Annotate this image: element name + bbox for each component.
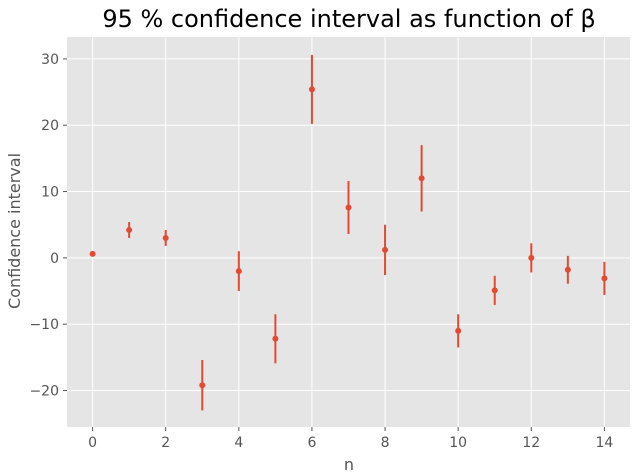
x-axis-label: n [344,455,354,474]
data-point [382,246,389,253]
data-point [272,335,279,342]
data-point [235,268,242,275]
y-tick-label: 30 [41,52,59,68]
data-point [162,234,169,241]
data-point [199,382,206,389]
data-point [564,266,571,273]
data-point [308,86,315,93]
data-point [89,250,96,257]
y-tick-label: −10 [29,317,59,333]
data-point [126,227,133,234]
y-axis-label: Confidence interval [5,153,24,309]
x-tick-label: 8 [381,435,390,451]
y-tick-label: 20 [41,118,59,134]
data-point [455,327,462,334]
x-tick-label: 2 [161,435,170,451]
grid [67,37,630,427]
series [89,54,608,411]
x-tick-label: 6 [307,435,316,451]
y-tick-label: −20 [29,384,59,400]
data-point [345,204,352,211]
y-tick-label: 10 [41,185,59,201]
chart-title: 95 % confidence interval as function of … [102,5,595,33]
x-tick-label: 4 [234,435,243,451]
data-point [491,287,498,294]
data-point [601,275,608,282]
x-tick-label: 12 [522,435,540,451]
data-point [528,254,535,261]
data-point [418,175,425,182]
x-tick-label: 14 [595,435,613,451]
y-tick-label: 0 [50,251,59,267]
x-tick-label: 0 [88,435,97,451]
ticks: 0 2 4 6 8 10 12 14 −20 −10 0 10 20 30 [29,52,613,451]
x-tick-label: 10 [449,435,467,451]
